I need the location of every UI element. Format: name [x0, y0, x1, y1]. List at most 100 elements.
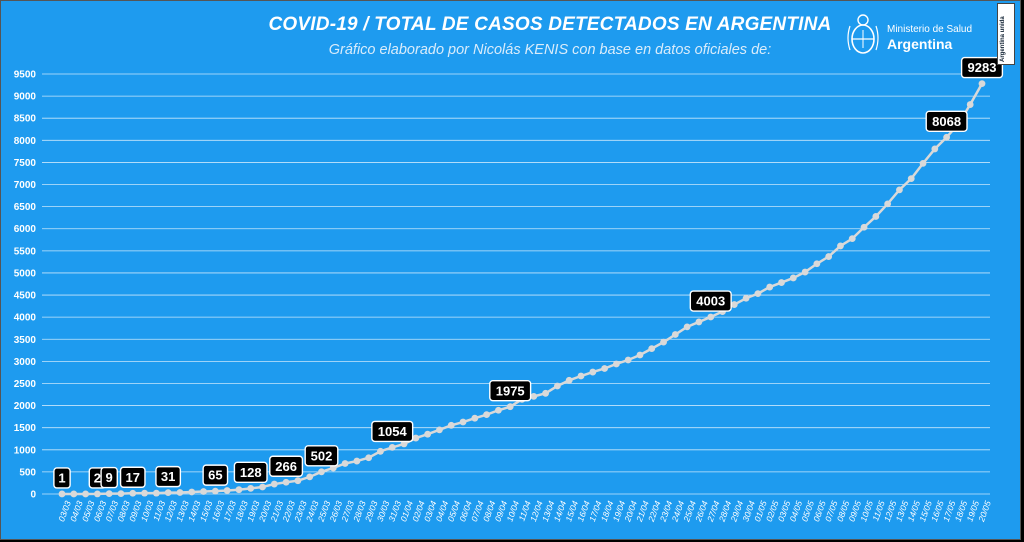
data-point [176, 489, 184, 496]
y-tick-label: 7500 [14, 158, 37, 169]
y-tick-label: 2500 [14, 379, 37, 390]
data-point [200, 488, 207, 495]
data-point [223, 487, 231, 494]
ministry-logo: Ministerio de Salud Argentina [843, 10, 993, 62]
data-point [660, 338, 667, 346]
data-point [648, 345, 656, 353]
data-label-box [960, 56, 1004, 79]
data-point [589, 368, 597, 376]
data-label-text: 31 [161, 469, 175, 484]
y-tick-label: 8500 [14, 114, 37, 125]
data-point [318, 468, 325, 476]
data-label-box [489, 379, 532, 402]
data-point [306, 473, 314, 481]
data-label-text: 1054 [378, 424, 408, 439]
data-point [117, 490, 125, 498]
y-tick-label: 5000 [14, 268, 37, 279]
data-label-text: 65 [208, 468, 222, 483]
y-axis-ticks: 0 500 1000 1500 2000 2500 3000 3500 4000 4500 5000… [14, 70, 37, 501]
data-point [601, 365, 608, 372]
data-point [129, 489, 137, 497]
data-point [506, 403, 514, 411]
argentina-coat-of-arms-icon [847, 14, 879, 54]
chart-title: COVID-19 / TOTAL DE CASOS DETECTADOS EN … [268, 14, 832, 35]
x-axis-ticks: 03/0304/0305/0306/0307/0308/0309/0310/03… [56, 499, 993, 524]
y-tick-label: 1000 [14, 445, 37, 456]
data-labels: 1 2 9 17 31 65 128 266 502 1054 1975 4003 8068 9283 [53, 56, 1004, 489]
data-label-text: 128 [240, 465, 262, 480]
data-label-box [925, 110, 968, 133]
y-tick-label: 4000 [14, 313, 37, 324]
data-point [943, 133, 951, 141]
data-point [766, 283, 774, 291]
data-point [365, 454, 373, 462]
chart-subtitle: Gráfico elaborado por Nicolás KENIS con … [328, 42, 772, 58]
data-point [801, 268, 809, 276]
y-tick-label: 500 [19, 467, 36, 478]
data-point [624, 356, 632, 364]
data-point [412, 434, 420, 442]
data-point [400, 440, 408, 448]
data-point [778, 279, 785, 286]
series-line-path [62, 82, 984, 496]
data-point [259, 483, 266, 491]
series-points [58, 80, 986, 498]
y-tick-label: 4500 [14, 291, 37, 302]
data-label-text: 266 [275, 459, 297, 474]
data-label-box [119, 466, 146, 488]
data-label-text: 9283 [968, 60, 997, 75]
data-point [754, 290, 762, 298]
data-label: 65 [202, 464, 229, 486]
data-point [837, 242, 844, 250]
data-label: 1054 [371, 420, 414, 443]
data-point [353, 457, 361, 465]
data-point [483, 411, 491, 419]
data-point [742, 294, 750, 302]
data-point [695, 318, 703, 326]
data-label: 1975 [489, 379, 532, 402]
data-point [553, 382, 561, 390]
data-point [388, 444, 396, 451]
data-point [164, 489, 172, 497]
data-label-text: 4003 [696, 294, 725, 309]
data-point [860, 223, 868, 231]
data-point [707, 313, 715, 321]
data-label: 17 [119, 466, 146, 488]
data-point [919, 159, 927, 167]
data-label: 502 [304, 445, 339, 467]
data-label-box [269, 455, 304, 477]
data-point [671, 331, 679, 338]
y-tick-label: 6000 [14, 224, 37, 235]
data-point [530, 392, 538, 400]
data-label-box [202, 464, 229, 486]
y-tick-label: 7000 [14, 180, 37, 191]
data-label-text: 17 [126, 470, 140, 485]
data-label: 8068 [925, 110, 968, 133]
data-point [58, 490, 66, 498]
data-label-text: 9 [106, 470, 113, 485]
data-point [282, 478, 290, 486]
data-label: 1 [53, 467, 71, 489]
y-tick-label: 6500 [14, 202, 37, 213]
data-label-box [371, 420, 414, 443]
data-point [105, 490, 113, 498]
data-label: 128 [233, 461, 268, 484]
data-point [978, 80, 986, 87]
data-label-box [53, 467, 71, 489]
y-tick-label: 3000 [14, 357, 37, 368]
data-label: 9283 [960, 56, 1004, 79]
y-tick-label: 2000 [14, 401, 37, 412]
data-label-text: 2 [94, 471, 101, 486]
data-point [141, 489, 148, 497]
data-point [152, 489, 160, 497]
data-label: 4003 [689, 290, 732, 312]
data-point [211, 487, 219, 495]
data-point [683, 323, 691, 331]
data-point [424, 430, 432, 438]
data-point [565, 376, 573, 384]
data-label-text: 1975 [496, 383, 525, 398]
data-label-text: 1 [58, 471, 65, 486]
data-point [471, 414, 479, 422]
y-tick-label: 1500 [14, 423, 37, 434]
